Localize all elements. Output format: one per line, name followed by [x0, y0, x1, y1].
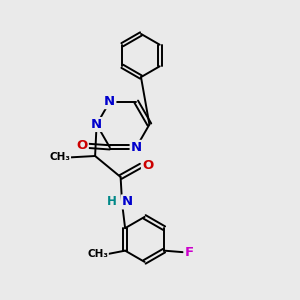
- Text: H: H: [107, 195, 116, 208]
- Text: O: O: [76, 140, 88, 152]
- Text: N: N: [91, 118, 102, 131]
- Text: F: F: [185, 246, 194, 259]
- Text: O: O: [142, 159, 153, 172]
- Text: N: N: [122, 195, 133, 208]
- Text: CH₃: CH₃: [87, 249, 108, 259]
- Text: CH₃: CH₃: [49, 152, 70, 163]
- Text: N: N: [104, 95, 116, 108]
- Text: N: N: [130, 141, 142, 154]
